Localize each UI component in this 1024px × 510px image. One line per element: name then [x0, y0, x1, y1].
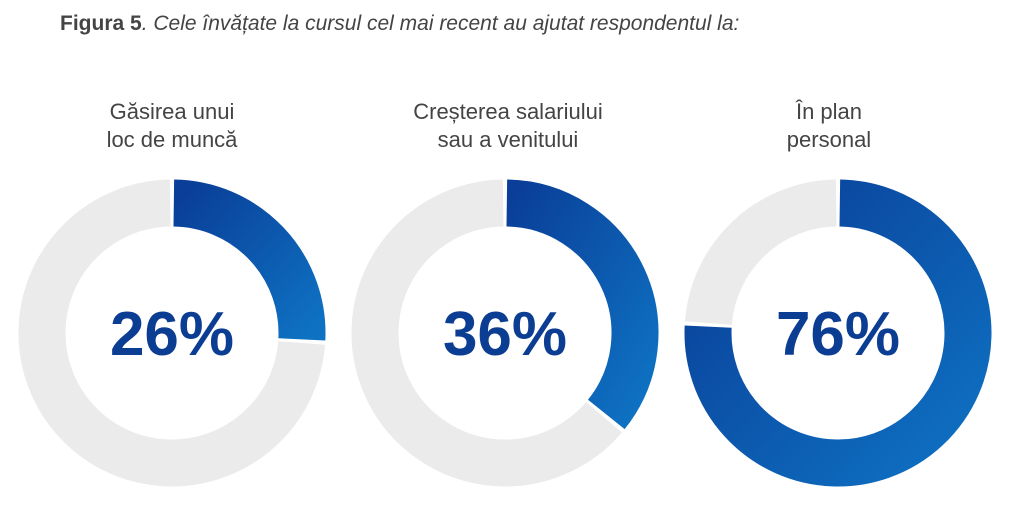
donut-value-label: 26% [110, 300, 234, 369]
donut-title-line: Găsirea unui [109, 99, 235, 124]
donut-title-line: În plan [795, 99, 863, 124]
donut-value-segment [172, 179, 326, 341]
donut-value-label: 36% [443, 300, 567, 369]
donut-title-line: Creșterea salariului [413, 99, 603, 124]
figure-caption: . Cele învățate la cursul cel mai recent… [141, 12, 740, 35]
donut-remaining-segment [351, 179, 622, 487]
donut-title-3: În plan personal [679, 98, 979, 154]
donut-title-line: personal [786, 127, 872, 152]
figure-number: Figura 5 [60, 12, 142, 35]
donut-title-line: loc de muncă [106, 127, 238, 152]
donut-title-1: Găsirea unui loc de muncă [22, 98, 322, 154]
donut-value-segment [505, 179, 659, 430]
donut-title-line: sau a venitului [437, 127, 579, 152]
donut-title-2: Creșterea salariului sau a venitului [358, 98, 658, 154]
donut-remaining-segment [18, 179, 326, 487]
donut-remaining-segment [684, 179, 838, 326]
donut-value-label: 76% [776, 300, 900, 369]
figure-title: Figura 5. Cele învățate la cursul cel ma… [60, 12, 739, 36]
donut-value-segment [684, 179, 992, 487]
